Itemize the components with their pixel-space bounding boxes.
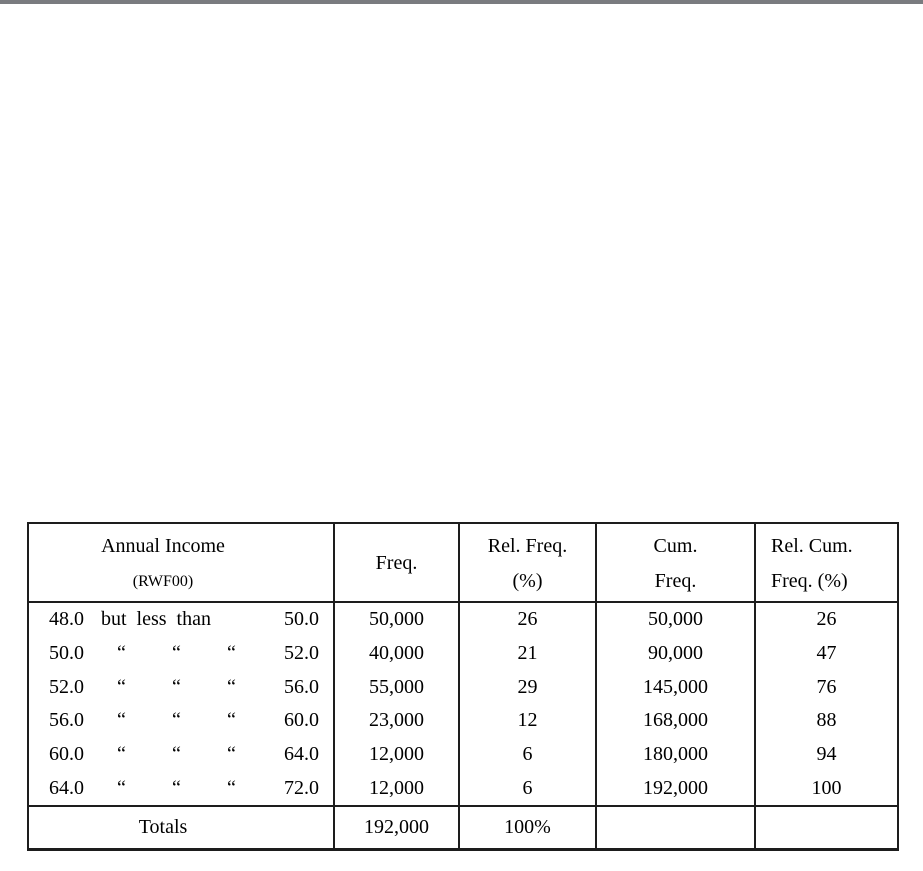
cum-freq-value: 50,000 — [648, 608, 703, 631]
header-freq: Freq. — [335, 524, 460, 601]
ditto-mark: “ — [227, 642, 236, 664]
interval-lower: 50.0 — [49, 642, 84, 664]
ditto-mark: “ — [117, 743, 126, 766]
rel-freq-value: 6 — [522, 776, 533, 799]
col-cum-freq-values: 50,000 90,000 145,000 168,000 180,000 19… — [597, 603, 756, 805]
ditto-mark: “ — [227, 675, 236, 698]
header-rel-cum-freq-line1: Rel. Cum. — [771, 534, 853, 557]
totals-rel-freq: 100% — [460, 807, 597, 848]
col-freq-values: 50,000 40,000 55,000 23,000 12,000 12,00… — [335, 603, 460, 805]
interval-upper: 60.0 — [284, 709, 319, 732]
cum-freq-value: 180,000 — [643, 743, 708, 766]
totals-rel-cum-freq — [756, 807, 897, 848]
header-rel-cum-freq: Rel. Cum. Freq. (%) — [756, 524, 897, 601]
ditto-mark: “ — [117, 709, 126, 732]
ditto-mark: “ — [172, 642, 181, 664]
cum-freq-value: 90,000 — [648, 642, 703, 664]
interval-upper: 72.0 — [284, 776, 319, 799]
class-interval-row: 52.0 “ “ “ 56.0 — [29, 670, 333, 704]
header-annual-income: Annual Income (RWF00) — [29, 524, 335, 601]
rel-cum-freq-value: 94 — [816, 743, 837, 766]
totals-cum-freq — [597, 807, 756, 848]
interval-lower: 48.0 — [49, 608, 84, 631]
rel-cum-freq-value: 47 — [816, 642, 837, 664]
interval-lower: 52.0 — [49, 675, 84, 698]
ditto-mark: “ — [227, 709, 236, 732]
freq-value: 23,000 — [369, 709, 424, 732]
rel-cum-freq-value: 88 — [816, 709, 837, 732]
interval-lower: 64.0 — [49, 776, 84, 799]
header-cum-freq-line2: Freq. — [654, 569, 697, 592]
freq-value: 12,000 — [369, 776, 424, 799]
cum-freq-value: 168,000 — [643, 709, 708, 732]
window-top-edge — [0, 0, 923, 4]
freq-value: 12,000 — [369, 743, 424, 766]
freq-value: 40,000 — [369, 642, 424, 664]
ditto-mark: “ — [117, 776, 126, 799]
ditto-mark: “ — [172, 776, 181, 799]
header-cum-freq: Cum. Freq. — [597, 524, 756, 601]
ditto-mark: “ — [227, 776, 236, 799]
header-cum-freq-line1: Cum. — [653, 534, 698, 557]
interval-lower: 60.0 — [49, 743, 84, 766]
cum-freq-value: 192,000 — [643, 776, 708, 799]
freq-value: 50,000 — [369, 608, 424, 631]
ditto-mark: “ — [172, 743, 181, 766]
col-rel-cum-freq-values: 26 47 76 88 94 100 — [756, 603, 897, 805]
header-rel-freq: Rel. Freq. (%) — [460, 524, 597, 601]
freq-value: 55,000 — [369, 675, 424, 698]
ditto-mark: “ — [172, 709, 181, 732]
class-interval-row: 60.0 “ “ “ 64.0 — [29, 738, 333, 772]
table-body: 48.0 but less than 50.0 50.0 “ “ “ 52.0 … — [29, 603, 897, 805]
header-freq-label: Freq. — [375, 552, 418, 574]
interval-connector: but less than — [101, 608, 211, 631]
rel-freq-value: 6 — [522, 743, 533, 766]
class-interval-row: 48.0 but less than 50.0 — [29, 603, 333, 637]
table-header-row: Annual Income (RWF00) Freq. Rel. Freq. (… — [29, 524, 897, 603]
ditto-mark: “ — [227, 743, 236, 766]
table-totals-row: Totals 192,000 100% — [29, 805, 897, 848]
header-rel-freq-line1: Rel. Freq. — [487, 534, 568, 557]
ditto-mark: “ — [172, 675, 181, 698]
header-rel-freq-line2: (%) — [512, 569, 543, 592]
totals-freq: 192,000 — [335, 807, 460, 848]
interval-lower: 56.0 — [49, 709, 84, 732]
rel-cum-freq-value: 76 — [816, 675, 837, 698]
col-rel-freq-values: 26 21 29 12 6 6 — [460, 603, 597, 805]
interval-upper: 64.0 — [284, 743, 319, 766]
interval-upper: 50.0 — [284, 608, 319, 631]
class-interval-row: 64.0 “ “ “ 72.0 — [29, 771, 333, 805]
interval-upper: 56.0 — [284, 675, 319, 698]
rel-cum-freq-value: 26 — [816, 608, 837, 631]
header-rel-cum-freq-line2: Freq. (%) — [771, 569, 848, 592]
col-annual-income-classes: 48.0 but less than 50.0 50.0 “ “ “ 52.0 … — [29, 603, 335, 805]
header-annual-income-unit: (RWF00) — [132, 572, 194, 590]
class-interval-row: 50.0 “ “ “ 52.0 — [29, 637, 333, 671]
ditto-mark: “ — [117, 675, 126, 698]
rel-cum-freq-value: 100 — [811, 776, 842, 799]
header-annual-income-title: Annual Income — [101, 534, 225, 557]
ditto-mark: “ — [117, 642, 126, 664]
class-interval-row: 56.0 “ “ “ 60.0 — [29, 704, 333, 738]
rel-freq-value: 21 — [517, 642, 538, 664]
rel-freq-value: 26 — [517, 608, 538, 631]
frequency-distribution-table: Annual Income (RWF00) Freq. Rel. Freq. (… — [27, 522, 899, 851]
interval-upper: 52.0 — [284, 642, 319, 664]
cum-freq-value: 145,000 — [643, 675, 708, 698]
rel-freq-value: 29 — [517, 675, 538, 698]
totals-label: Totals — [29, 807, 335, 848]
rel-freq-value: 12 — [517, 709, 538, 732]
